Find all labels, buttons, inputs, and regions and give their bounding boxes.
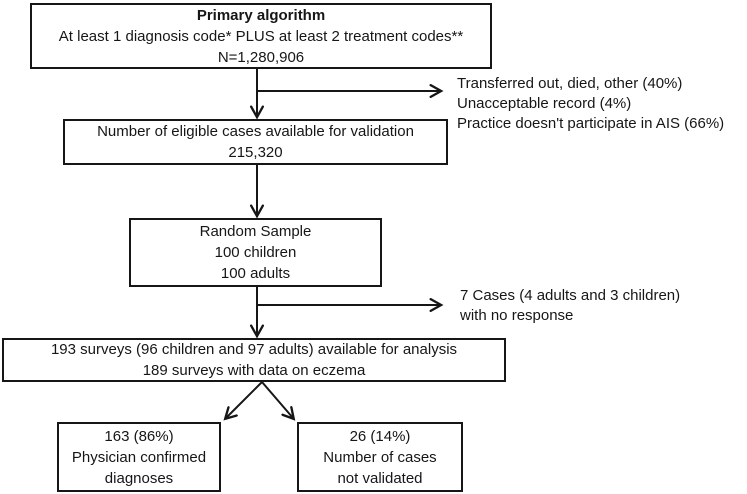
box-line: Physician confirmed <box>71 448 207 466</box>
arrow-surveys-to-not-validated <box>261 381 293 418</box>
box-random-sample: Random Sample 100 children 100 adults <box>129 218 382 287</box>
box-line: At least 1 diagnosis code* PLUS at least… <box>58 27 464 45</box>
box-eligible-cases: Number of eligible cases available for v… <box>63 119 448 165</box>
box-not-validated: 26 (14%) Number of cases not validated <box>297 422 463 492</box>
side-note-line: 7 Cases (4 adults and 3 children) <box>460 287 681 304</box>
side-note-line: Practice doesn't participate in AIS (66%… <box>457 115 725 132</box>
side-note-line: Transferred out, died, other (40%) <box>457 75 683 92</box>
side-note-no-response: 7 Cases (4 adults and 3 children) with n… <box>460 286 680 326</box>
box-line: Number of cases <box>323 448 437 466</box>
side-note-exclusions: Transferred out, died, other (40%) Unacc… <box>457 74 724 134</box>
arrow-surveys-to-confirmed <box>226 381 263 418</box>
box-line: Random Sample <box>199 223 312 240</box>
box-line: 100 adults <box>220 265 291 282</box>
box-physician-confirmed: 163 (86%) Physician confirmed diagnoses <box>57 422 221 492</box>
box-line: not validated <box>337 469 423 487</box>
box-line: 215,320 <box>228 144 283 161</box>
box-line: diagnoses <box>104 469 174 487</box>
box-line: Number of eligible cases available for v… <box>97 123 414 140</box>
box-primary-algorithm: Primary algorithm At least 1 diagnosis c… <box>30 3 492 69</box>
box-surveys-analysis: 193 surveys (96 children and 97 adults) … <box>2 338 506 382</box>
side-note-line: with no response <box>460 307 574 324</box>
box-line: 189 surveys with data on eczema <box>142 362 366 379</box>
box-title: Primary algorithm <box>196 6 326 24</box>
box-line: 193 surveys (96 children and 97 adults) … <box>50 341 458 358</box>
box-line: 100 children <box>214 244 297 261</box>
box-line: 163 (86%) <box>104 427 174 445</box>
side-note-line: Unacceptable record (4%) <box>457 95 632 112</box>
box-line: N=1,280,906 <box>217 48 305 66</box>
box-line: 26 (14%) <box>349 427 411 445</box>
